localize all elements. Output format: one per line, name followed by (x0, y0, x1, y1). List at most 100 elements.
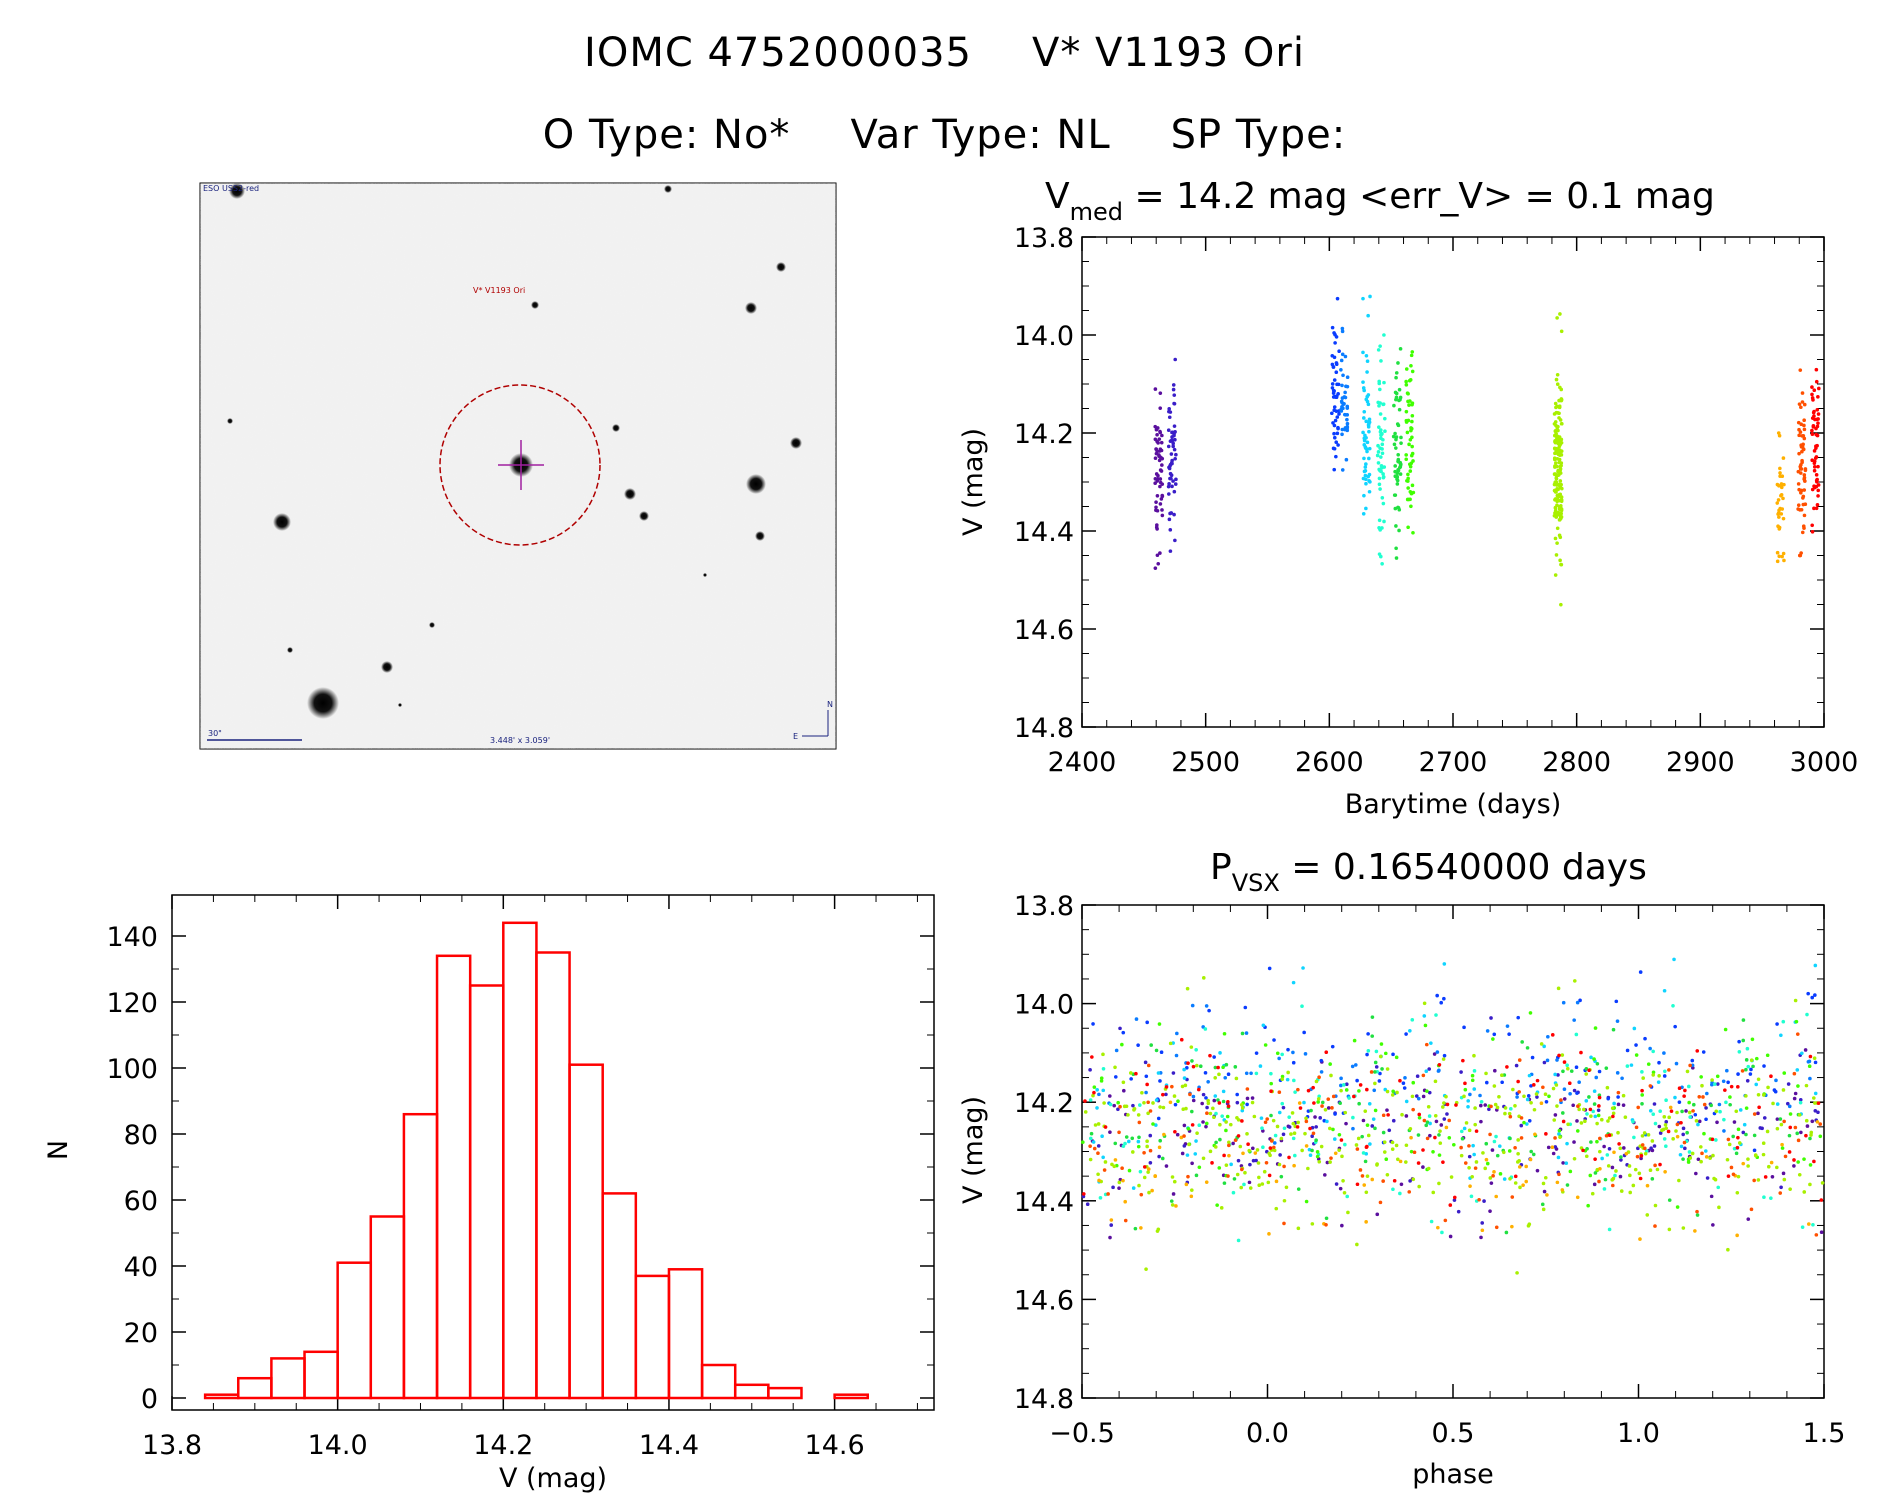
phased-curve-point (1797, 1113, 1802, 1117)
light-curve-point (1332, 431, 1336, 436)
phased-curve-point (1103, 1160, 1108, 1164)
phased-curve-point (1756, 1077, 1761, 1082)
x-tick-label: 0.0 (1246, 1418, 1289, 1449)
phased-curve-point (1597, 1095, 1602, 1100)
phased-curve-point (1306, 1109, 1311, 1113)
phased-curve-point (1254, 1051, 1259, 1055)
phased-curve-point (1218, 1051, 1222, 1055)
phased-curve-point (1227, 1140, 1231, 1145)
phased-curve-point (1606, 1164, 1611, 1168)
phased-curve-point (1242, 1182, 1246, 1187)
light-curve-point (1335, 431, 1340, 436)
phased-curve-point (1662, 988, 1667, 993)
light-curve-point (1398, 347, 1403, 351)
phased-curve-point (1818, 1122, 1823, 1126)
phased-curve-point (1569, 1069, 1574, 1073)
phased-curve-point (1622, 1146, 1626, 1150)
phased-curve-point (1317, 1159, 1322, 1164)
phased-curve-point (1083, 1099, 1087, 1103)
phased-curve-point (1145, 1144, 1149, 1149)
phased-curve-point (1610, 1165, 1615, 1170)
light-curve-point (1781, 456, 1786, 460)
light-curve-point (1776, 511, 1781, 515)
phased-curve-point (1416, 1133, 1421, 1137)
light-curve-point (1336, 426, 1340, 431)
phased-curve-point (1402, 1086, 1407, 1090)
light-curve-point (1797, 433, 1801, 438)
phased-curve-point (1744, 1106, 1749, 1110)
phased-curve-point (1224, 1163, 1229, 1167)
light-curve-point (1780, 507, 1785, 511)
phased-curve-point (1806, 1059, 1811, 1064)
light-curve-point (1340, 427, 1345, 432)
phased-curve-point (1131, 1186, 1136, 1190)
phased-curve-point (1472, 1087, 1477, 1091)
phased-curve-point (1191, 1064, 1196, 1069)
phased-curve-point (1607, 1116, 1612, 1120)
phased-curve-point (1651, 1112, 1656, 1116)
phased-curve-point (1325, 1160, 1330, 1165)
phased-curve-point (1311, 1131, 1316, 1136)
phased-curve-point (1338, 1101, 1342, 1105)
phased-curve-point (1756, 1111, 1760, 1116)
phased-curve-point (1741, 1038, 1746, 1043)
phased-curve-point (1089, 1131, 1094, 1136)
phased-curve-point (1164, 1164, 1169, 1168)
phased-curve-point (1314, 1138, 1318, 1143)
light-curve-point (1379, 359, 1383, 363)
phased-curve-point (1286, 1047, 1290, 1052)
light-curve-point (1802, 418, 1806, 423)
phased-curve-point (1575, 1119, 1579, 1123)
phased-curve-point (1667, 1198, 1672, 1202)
light-curve-point (1410, 483, 1415, 488)
light-curve-point (1393, 431, 1397, 436)
phased-curve-point (1565, 1183, 1570, 1187)
phased-curve-point (1422, 1118, 1427, 1123)
phased-curve-point (1812, 1056, 1817, 1061)
light-curve-point (1553, 506, 1558, 510)
phased-curve-point (1302, 1030, 1306, 1035)
phased-curve-point (1516, 1015, 1520, 1020)
phased-curve-point (1287, 1115, 1291, 1119)
phased-curve-point (1422, 1001, 1427, 1006)
phased-curve-point (1752, 1133, 1757, 1138)
phased-curve-point (1636, 1146, 1640, 1151)
light-curve-point (1382, 333, 1386, 337)
light-curve-point (1406, 391, 1410, 396)
phased-curve-point (1495, 1153, 1500, 1158)
phased-curve-point (1682, 1140, 1687, 1145)
phased-curve-point (1132, 1108, 1136, 1112)
phased-curve-point (1224, 1128, 1228, 1133)
phased-curve-point (1427, 1090, 1432, 1095)
phased-curve-point (1293, 1090, 1297, 1094)
phased-curve-point (1513, 1181, 1518, 1185)
light-curve-point (1332, 446, 1337, 451)
phased-curve-point (1383, 1087, 1388, 1092)
phased-curve-point (1421, 1073, 1426, 1078)
light-curve-point (1377, 381, 1382, 386)
phased-curve-point (1208, 1111, 1213, 1116)
phased-curve-point (1328, 1062, 1332, 1066)
light-curve-point (1810, 523, 1814, 528)
phased-curve-point (1444, 1125, 1449, 1130)
phased-curve-point (1561, 1111, 1565, 1115)
phased-curve-point (1186, 1061, 1190, 1065)
phased-curve-point (1812, 1096, 1816, 1100)
phased-curve-point (1159, 1050, 1164, 1054)
phased-curve-point (1572, 1018, 1576, 1022)
light-curve-point (1155, 477, 1160, 482)
phased-curve-point (1634, 1125, 1639, 1130)
light-curve-point (1558, 312, 1562, 316)
phased-curve-point (1697, 1095, 1702, 1099)
phased-curve-point (1557, 1128, 1562, 1133)
phased-curve-point (1675, 1110, 1679, 1115)
phased-curve-point (1613, 1173, 1617, 1178)
phased-curve-point (1473, 1106, 1477, 1110)
phased-curve-point (1329, 1073, 1333, 1078)
phased-curve-point (1541, 1181, 1546, 1186)
phased-curve-point (1589, 1055, 1593, 1060)
phased-curve-point (1666, 1129, 1671, 1134)
phased-curve-point (1782, 1177, 1787, 1182)
phased-curve-point (1815, 1120, 1820, 1124)
light-curve-point (1406, 472, 1410, 477)
